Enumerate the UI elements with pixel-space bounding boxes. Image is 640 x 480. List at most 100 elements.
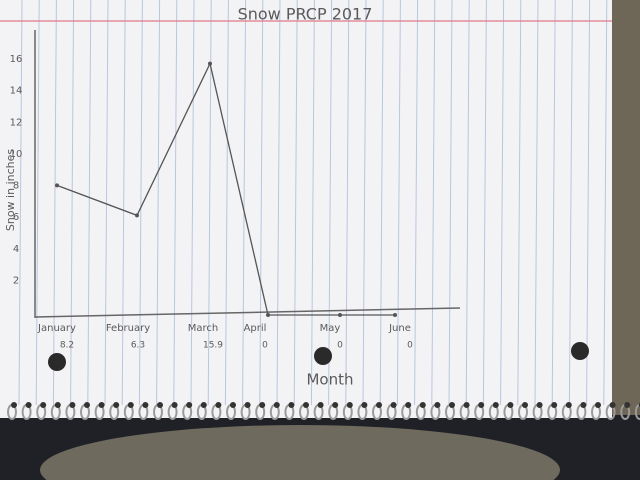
paper-rule	[568, 0, 573, 406]
coil-hole	[434, 402, 441, 408]
coil-hole	[25, 402, 32, 408]
coil-hole	[624, 402, 631, 408]
paper-rule	[534, 0, 539, 406]
paper-rule	[414, 0, 419, 406]
y-tick-label: 12	[10, 117, 23, 128]
paper-rule	[70, 0, 75, 406]
paper-rule	[259, 0, 264, 406]
paper-rule	[517, 0, 522, 406]
coil-hole	[157, 402, 163, 408]
x-tick-label: March	[188, 323, 218, 334]
coil-hole	[11, 402, 17, 408]
hole	[48, 353, 66, 371]
paper-rule	[551, 0, 556, 406]
paper-rule	[224, 0, 229, 406]
coil-hole	[376, 402, 382, 408]
x-tick-label: April	[244, 323, 267, 334]
data-label: 15.9	[203, 341, 223, 351]
y-tick-label: 6	[13, 212, 19, 223]
paper-rule	[87, 0, 92, 406]
coil-hole	[522, 402, 528, 408]
paper-rule	[431, 0, 436, 406]
y-tick-label: 2	[13, 275, 19, 286]
paper-rule	[35, 0, 40, 406]
coil-hole	[609, 402, 616, 408]
paper-rule	[138, 0, 143, 406]
coil-hole	[551, 402, 558, 408]
coil-hole	[390, 402, 397, 408]
coil-hole	[492, 402, 499, 408]
y-tick-label: 10	[10, 149, 23, 160]
y-axis-label: Snow in inches	[4, 149, 17, 232]
paper-rule	[448, 0, 453, 406]
paper-rule	[328, 0, 333, 406]
coil-hole	[478, 402, 485, 408]
paper-rule	[190, 0, 195, 406]
x-tick-label: February	[106, 323, 150, 334]
hole	[571, 342, 589, 360]
data-label: 8.2	[60, 341, 74, 351]
paper-rules	[18, 0, 608, 406]
x-axis-label: Month	[306, 371, 353, 389]
coil-hole	[565, 402, 572, 408]
paper-rule	[310, 0, 315, 406]
data-label: 0	[262, 341, 268, 351]
coil-hole	[317, 402, 324, 408]
coil-hole	[98, 402, 105, 408]
paper-rule	[104, 0, 109, 406]
spiral	[7, 402, 640, 420]
paper-rule	[345, 0, 350, 406]
coil-hole	[449, 402, 455, 408]
data-line	[56, 61, 395, 316]
fabric	[40, 425, 560, 480]
data-point	[338, 313, 342, 317]
coil-hole	[332, 402, 339, 408]
paper-rule	[482, 0, 487, 406]
paper-rule	[276, 0, 281, 406]
coil-hole	[186, 402, 193, 408]
coil-hole	[215, 402, 222, 408]
paper	[0, 0, 612, 418]
paper-rule	[465, 0, 470, 406]
coil-hole	[346, 402, 353, 408]
coil-hole	[259, 402, 266, 408]
y-tick-label: 8	[13, 181, 19, 192]
data-point	[135, 213, 139, 218]
paper-rule	[293, 0, 298, 406]
x-axis	[34, 307, 461, 318]
y-tick-label: 16	[10, 54, 23, 65]
coil-hole	[142, 402, 149, 408]
coil-hole	[127, 402, 134, 408]
paper-rule	[242, 0, 247, 406]
coil-hole	[171, 402, 178, 408]
data-label: 0	[407, 341, 413, 351]
data-point	[208, 61, 212, 66]
paper-rule	[18, 0, 23, 406]
paper-rule	[379, 0, 384, 406]
coil-hole	[303, 402, 309, 408]
coil-hole	[536, 402, 543, 408]
coil-hole	[405, 402, 412, 408]
paper-rule	[586, 0, 591, 406]
coil-hole	[84, 402, 90, 408]
paper-rule	[603, 0, 608, 406]
paper-rule	[156, 0, 161, 406]
coil-hole	[244, 402, 251, 408]
coil-hole	[113, 402, 120, 408]
coil-hole	[288, 402, 295, 408]
paper-rule	[500, 0, 505, 406]
coil-hole	[273, 402, 280, 408]
y-tick-label: 4	[13, 244, 19, 255]
data-point	[55, 183, 59, 188]
x-tick-label: January	[37, 323, 76, 334]
coil-hole	[69, 402, 76, 408]
paper-rule	[362, 0, 367, 406]
coil-hole	[40, 402, 47, 408]
coil-hole	[200, 402, 207, 408]
y-tick-label: 14	[10, 86, 23, 97]
paper-rule	[52, 0, 57, 406]
data-point	[266, 313, 270, 317]
coil-hole	[419, 402, 426, 408]
paper-rule	[121, 0, 126, 406]
